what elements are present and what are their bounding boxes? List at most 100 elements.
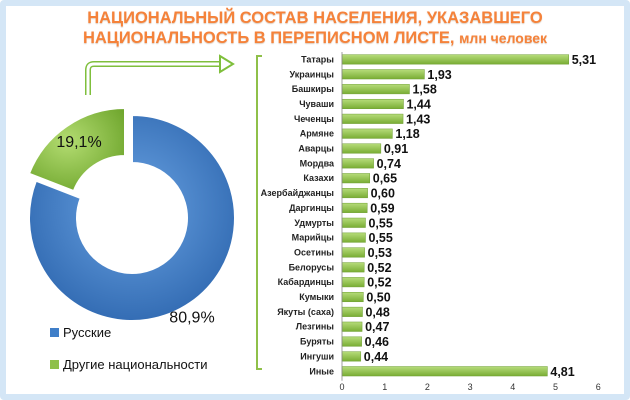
bar [341, 69, 425, 80]
category-label: Чуваши [299, 99, 334, 109]
bar [341, 232, 366, 243]
legend-label: Другие национальности [63, 357, 207, 372]
bar [341, 306, 363, 317]
bar-value-label: 0,44 [364, 350, 388, 364]
bar-value-label: 0,47 [365, 320, 389, 334]
bar [341, 321, 363, 332]
bar-row: Ингуши 0,44 [300, 350, 388, 364]
x-tick-label: 0 [339, 382, 344, 392]
bar-value-label: 0,91 [384, 142, 408, 156]
chart-title-unit: млн человек [459, 30, 548, 46]
bar-row: Армяне 1,18 [300, 127, 420, 141]
bar [341, 292, 364, 303]
category-label: Башкиры [292, 84, 335, 94]
bar-row: Даргинцы 0,59 [289, 201, 394, 215]
bar [341, 262, 365, 273]
x-tick-label: 6 [596, 382, 601, 392]
category-label: Украинцы [290, 69, 335, 79]
category-label: Осетины [294, 247, 334, 257]
bar-row: Азербайджанцы 0,60 [261, 187, 395, 201]
bar-row: Лезгины 0,47 [296, 320, 390, 334]
category-label: Марийцы [292, 233, 335, 243]
chart-title-line1: НАЦИОНАЛЬНЫЙ СОСТАВ НАСЕЛЕНИЯ, УКАЗАВШЕГ… [87, 9, 543, 27]
chart-title-line2: НАЦИОНАЛЬНОСТЬ В ПЕРЕПИСНОМ ЛИСТЕ, [82, 29, 455, 47]
bar [341, 366, 548, 377]
bar [341, 54, 569, 65]
donut-label-russians: 80,9% [169, 309, 214, 326]
category-label: Лезгины [296, 322, 335, 332]
bar-value-label: 5,31 [572, 53, 596, 67]
category-label: Удмурты [294, 218, 334, 228]
bar-row: Осетины 0,53 [294, 246, 392, 260]
chart-title: НАЦИОНАЛЬНЫЙ СОСТАВ НАСЕЛЕНИЯ, УКАЗАВШЕГ… [20, 8, 610, 48]
donut-slice-russians [28, 113, 236, 322]
bar [341, 217, 366, 228]
bar-value-label: 1,43 [406, 112, 430, 126]
x-tick-label: 4 [510, 382, 515, 392]
category-label: Аварцы [298, 144, 334, 154]
bar-row: Татары 5,31 [301, 53, 596, 67]
bar-value-label: 0,50 [366, 291, 390, 305]
bar-row: Кумыки 0,50 [299, 291, 390, 305]
bar-value-label: 0,52 [367, 276, 391, 290]
bar-value-label: 4,81 [550, 365, 574, 379]
category-label: Азербайджанцы [261, 188, 335, 198]
bar-row: Белорусы 0,52 [289, 261, 392, 275]
bar [341, 98, 404, 109]
category-label: Мордва [300, 158, 335, 168]
bar [341, 351, 362, 362]
bar-value-label: 0,55 [368, 216, 392, 230]
category-label: Ингуши [300, 351, 334, 361]
bar-value-label: 1,44 [406, 97, 430, 111]
connector-arrow [85, 54, 235, 95]
legend-swatch [50, 328, 59, 337]
category-label: Кумыки [299, 292, 334, 302]
bar-value-label: 1,18 [395, 127, 419, 141]
bar-row: Кабардинцы 0,52 [278, 276, 392, 290]
bar [341, 128, 393, 139]
category-label: Чеченцы [294, 114, 334, 124]
category-label: Татары [301, 54, 334, 64]
bar-row: Украинцы 1,93 [290, 68, 452, 82]
bar-value-label: 1,93 [427, 68, 451, 82]
bar-value-label: 0,60 [371, 187, 395, 201]
donut-chart: 80,9% 19,1% [27, 106, 236, 326]
bar-value-label: 1,58 [412, 83, 436, 97]
bar-row: Аварцы 0,91 [298, 142, 408, 156]
bar [341, 158, 374, 169]
category-label: Армяне [300, 129, 334, 139]
bar-bracket [256, 55, 262, 370]
bar-value-label: 0,55 [368, 231, 392, 245]
bar-value-label: 0,59 [370, 201, 394, 215]
category-label: Даргинцы [289, 203, 334, 213]
bar [341, 113, 404, 124]
bar [341, 173, 371, 184]
legend-item-russians: Русские [50, 325, 111, 340]
category-label: Иные [309, 366, 334, 376]
bar [341, 336, 362, 347]
bar-row: Иные 4,81 [309, 365, 574, 379]
bar-chart: Татары 5,31 Украинцы 1,93 Башкиры 1,58 Чуваши 1… [261, 53, 596, 379]
x-axis: 0 1 2 3 4 5 6 [339, 52, 601, 392]
category-label: Белорусы [289, 262, 335, 272]
bar-row: Мордва 0,74 [300, 157, 401, 171]
bar-row: Чеченцы 1,43 [294, 112, 430, 126]
donut-slice-others [27, 106, 126, 193]
bar [341, 188, 368, 199]
bar [341, 277, 365, 288]
category-label: Якуты (саха) [277, 307, 334, 317]
legend-item-others: Другие национальности [50, 357, 207, 372]
x-tick-label: 3 [468, 382, 473, 392]
category-label: Буряты [300, 337, 334, 347]
donut-legend: Русские Другие национальности [50, 325, 207, 372]
bar-value-label: 0,52 [367, 261, 391, 275]
bar-row: Удмурты 0,55 [294, 216, 393, 230]
x-tick-label: 5 [553, 382, 558, 392]
x-tick-label: 2 [425, 382, 430, 392]
bar-row: Марийцы 0,55 [292, 231, 393, 245]
bar-value-label: 0,74 [377, 157, 401, 171]
bar-value-label: 0,48 [365, 305, 389, 319]
legend-label: Русские [63, 325, 111, 340]
donut-label-others: 19,1% [56, 134, 101, 151]
